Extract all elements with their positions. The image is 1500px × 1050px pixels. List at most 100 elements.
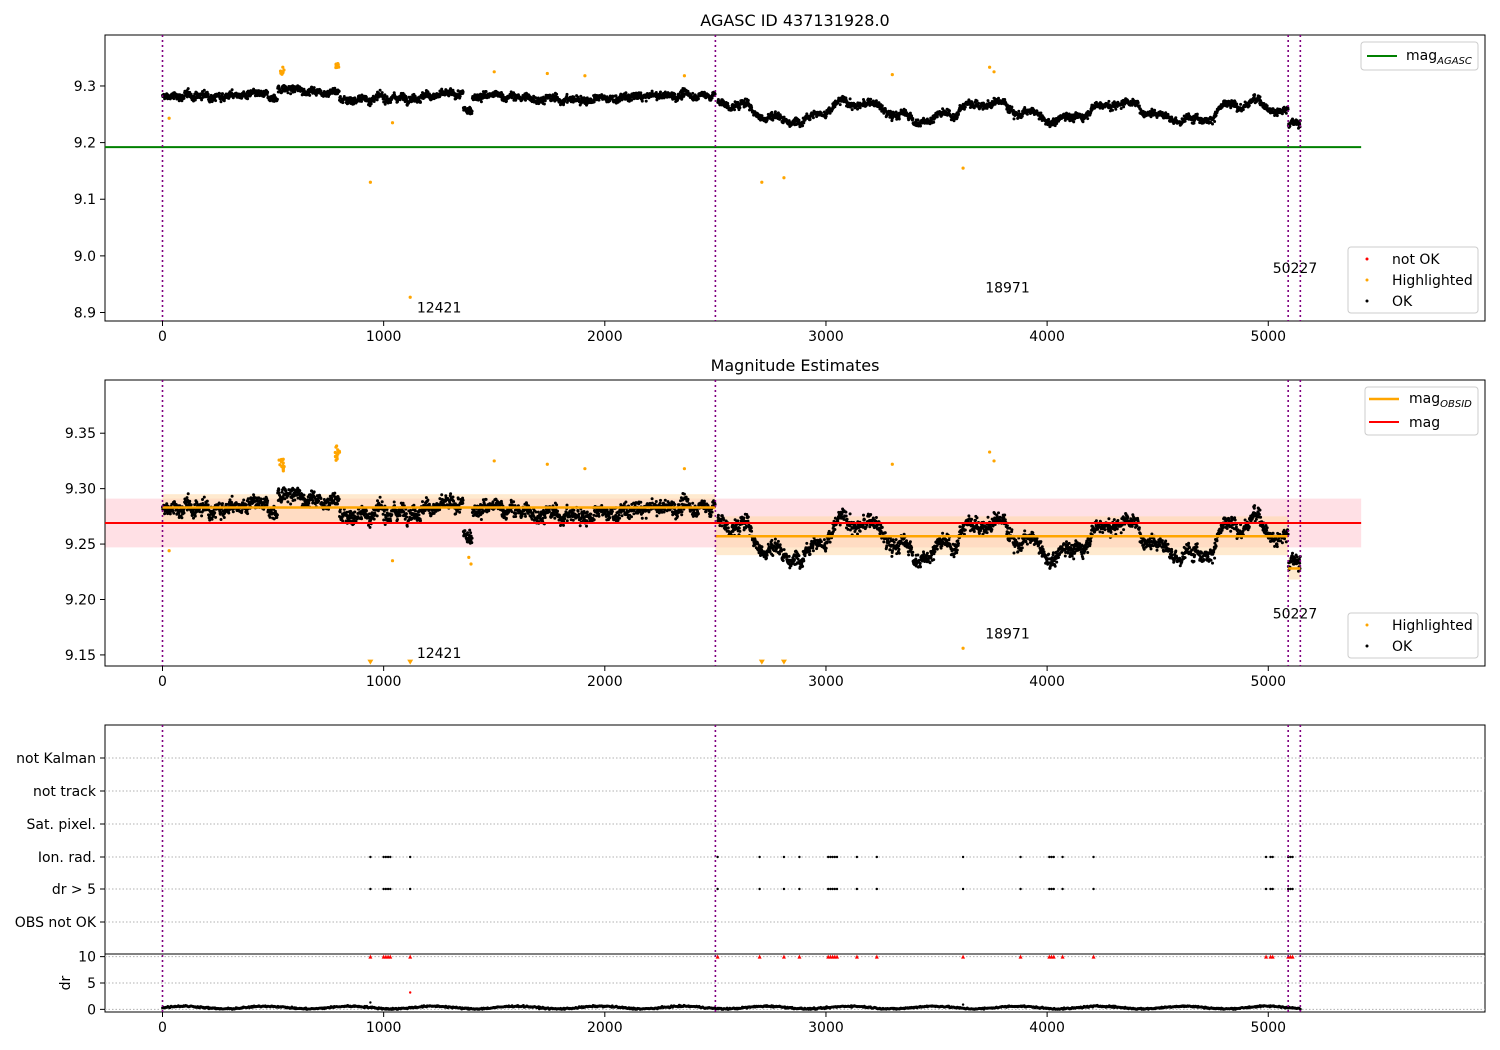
ok-point: [673, 92, 677, 96]
ok-point: [1195, 112, 1199, 116]
ok-point: [311, 499, 315, 502]
ok-point: [548, 94, 552, 98]
y-tick-label: 8.9: [74, 306, 96, 322]
ok-point: [275, 513, 279, 517]
ok-point: [289, 502, 293, 506]
ok-point: [380, 91, 384, 95]
ok-point: [364, 509, 368, 513]
ok-point: [404, 94, 408, 98]
ok-point: [458, 94, 462, 98]
ok-point: [1258, 95, 1262, 99]
highlighted-point: [545, 71, 549, 76]
ok-point: [185, 496, 189, 500]
ok-point: [405, 515, 409, 519]
ok-point: [275, 97, 279, 101]
ok-point: [314, 93, 318, 97]
ok-point: [200, 514, 204, 518]
x-tick-label: 4000: [1029, 674, 1065, 690]
ok-point: [210, 517, 214, 521]
ok-point: [242, 498, 246, 502]
ok-point: [1025, 112, 1029, 116]
ok-point: [302, 493, 306, 497]
ok-point: [811, 116, 815, 120]
ok-point: [163, 512, 167, 516]
x-tick-label: 2000: [587, 674, 623, 690]
ok-point: [202, 495, 206, 499]
ok-point: [919, 124, 922, 128]
highlighted-point: [281, 65, 285, 69]
ok-point: [1239, 102, 1243, 106]
ok-point: [380, 500, 384, 504]
ok-point: [808, 118, 812, 121]
ok-point: [205, 499, 209, 503]
ok-point: [375, 98, 379, 102]
ok-point: [396, 518, 399, 521]
ok-point: [189, 503, 193, 507]
ok-point: [345, 96, 349, 100]
legend-label-ok: OK: [1392, 294, 1413, 310]
ok-point: [451, 495, 455, 499]
legend-label-mag-agasc-base: mag: [1406, 48, 1437, 64]
ok-point: [338, 95, 342, 98]
ok-point: [440, 493, 444, 497]
ok-point: [383, 102, 387, 106]
ok-point: [738, 106, 742, 110]
agasc-line-legend: magAGASC: [1360, 41, 1479, 71]
ok-point: [421, 500, 424, 504]
ok-point: [1047, 117, 1051, 121]
ok-point: [193, 514, 197, 518]
ok-point: [565, 92, 569, 96]
ok-point: [246, 512, 250, 516]
x-tick-label: 5000: [1250, 674, 1286, 690]
x-tick-label: 0: [158, 674, 167, 690]
ok-point: [180, 516, 184, 520]
ok-point: [188, 499, 192, 503]
ok-point: [1211, 122, 1214, 126]
ok-point: [338, 510, 342, 514]
ok-point: [312, 490, 316, 494]
ok-point: [932, 120, 936, 124]
ok-point: [468, 528, 472, 532]
ok-point: [401, 501, 405, 505]
ok-point: [726, 101, 730, 105]
ok-point: [413, 509, 417, 513]
ok-point: [461, 498, 465, 502]
ok-point: [201, 498, 204, 501]
ok-point: [213, 511, 217, 515]
ok-point: [375, 514, 379, 518]
ok-point: [1012, 117, 1016, 121]
agasc-panel: AGASC ID 437131928.0 0 1000 2000 3000 4000 50…: [74, 11, 1486, 345]
x-tick-label: 3000: [808, 674, 844, 690]
ok-point: [268, 515, 272, 519]
ok-point: [466, 531, 470, 535]
ok-point: [266, 90, 270, 94]
ok-point: [916, 118, 920, 122]
ok-point: [640, 99, 644, 103]
ok-point: [802, 121, 806, 125]
y-tick-label: 9.2: [74, 136, 96, 152]
ok-point: [624, 91, 628, 95]
highlighted-point: [961, 166, 965, 170]
ok-point: [659, 90, 662, 94]
ok-point: [838, 103, 842, 107]
highlighted-point: [988, 65, 992, 69]
ok-point: [1213, 120, 1217, 123]
ok-point: [419, 100, 422, 104]
ok-point: [874, 99, 878, 103]
ok-point: [317, 499, 321, 503]
ok-point: [217, 91, 221, 95]
ok-point: [733, 108, 736, 112]
legend-swatch-not-ok: [1365, 257, 1369, 261]
ok-point: [337, 497, 341, 501]
highlighted-point: [279, 71, 283, 75]
ok-point: [850, 108, 854, 112]
highlighted-point: [390, 121, 395, 125]
y-tick-label: 9.1: [74, 192, 96, 208]
ok-point: [461, 501, 465, 505]
legend-label-not-ok: not OK: [1392, 252, 1440, 268]
ok-point: [542, 102, 546, 106]
ok-point: [230, 88, 234, 92]
ok-point: [349, 509, 353, 513]
ok-point: [219, 100, 223, 104]
